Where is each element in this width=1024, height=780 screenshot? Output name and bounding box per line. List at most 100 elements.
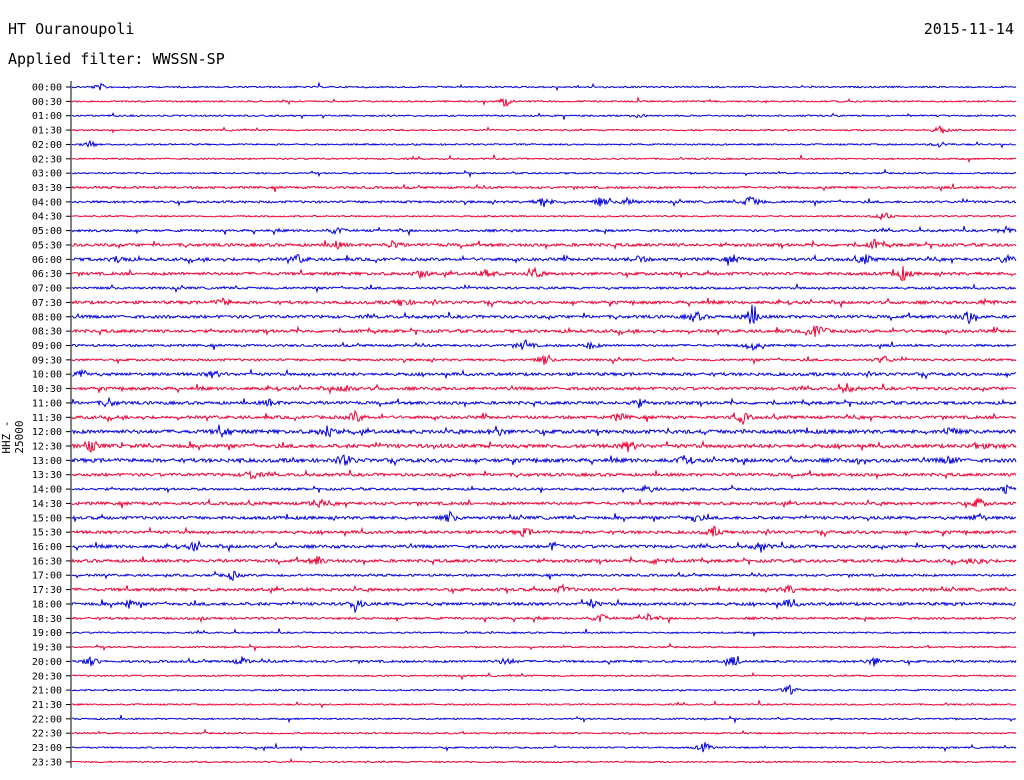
row-time-label: 01:30	[32, 126, 62, 137]
row-time-label: 05:30	[32, 240, 62, 251]
row-time-label: 10:30	[32, 384, 62, 395]
seismic-trace-row-1500	[71, 510, 1017, 523]
seismic-trace-row-1030	[71, 383, 1017, 395]
row-time-label: 08:30	[32, 327, 62, 338]
seismic-trace-row-0200	[71, 139, 1017, 149]
seismic-trace-row-0600	[71, 253, 1017, 266]
seismic-trace-row-0400	[71, 195, 1017, 208]
seismic-trace-row-1830	[71, 611, 1017, 625]
row-time-label: 06:00	[32, 255, 62, 266]
seismic-trace-row-0130	[71, 125, 1017, 134]
row-time-label: 10:00	[32, 370, 62, 381]
seismic-trace-row-0030	[71, 96, 1017, 107]
seismic-trace-row-2100	[71, 684, 1017, 696]
seismic-trace-row-1300	[71, 454, 1017, 467]
row-time-label: 02:30	[32, 154, 62, 165]
row-time-label: 01:00	[32, 111, 62, 122]
row-time-label: 16:30	[32, 556, 62, 567]
row-time-label: 02:00	[32, 140, 62, 151]
row-time-label: 11:30	[32, 413, 62, 424]
seismic-trace-row-0430	[71, 212, 1017, 222]
seismic-trace-row-1630	[71, 555, 1017, 567]
row-time-label: 12:00	[32, 427, 62, 438]
row-time-label: 23:30	[32, 757, 62, 768]
row-time-label: 07:00	[32, 284, 62, 295]
seismic-trace-row-1600	[71, 539, 1017, 553]
seismic-trace-row-0730	[71, 296, 1017, 309]
seismic-trace-row-0900	[71, 339, 1017, 351]
row-time-label: 00:30	[32, 97, 62, 108]
row-time-label: 17:00	[32, 571, 62, 582]
seismic-trace-row-1430	[71, 496, 1017, 509]
row-time-label: 03:00	[32, 169, 62, 180]
seismic-trace-row-1200	[71, 424, 1017, 439]
row-time-label: 22:30	[32, 729, 62, 740]
seismic-trace-row-2230	[71, 728, 1017, 736]
seismic-trace-row-0100	[71, 112, 1017, 120]
seismic-trace-row-2330	[71, 757, 1017, 764]
seismic-trace-row-0530	[71, 238, 1017, 251]
row-time-label: 09:00	[32, 341, 62, 352]
row-time-label: 17:30	[32, 585, 62, 596]
seismic-trace-row-0300	[71, 168, 1017, 179]
seismic-trace-row-0230	[71, 154, 1017, 164]
row-time-label: 14:00	[32, 485, 62, 496]
seismic-trace-row-1330	[72, 469, 1017, 480]
seismic-trace-row-1000	[71, 368, 1017, 380]
seismic-trace-row-0630	[71, 266, 1017, 282]
row-time-label: 13:00	[32, 456, 62, 467]
seismic-trace-row-1530	[71, 525, 1017, 538]
seismic-trace-row-0700	[71, 282, 1017, 294]
row-time-label: 00:00	[32, 83, 62, 94]
seismic-trace-row-2300	[71, 742, 1017, 753]
row-time-label: 18:30	[32, 614, 62, 625]
row-time-label: 22:00	[32, 714, 62, 725]
row-time-label: 18:00	[32, 599, 62, 610]
row-time-label: 14:30	[32, 499, 62, 510]
row-time-label: 12:30	[32, 442, 62, 453]
seismic-trace-row-1700	[71, 570, 1017, 582]
seismic-trace-row-1400	[71, 483, 1017, 495]
filter-label: Applied filter: WWSSN-SP	[8, 50, 225, 68]
row-time-label: 08:00	[32, 312, 62, 323]
row-time-label: 06:30	[32, 269, 62, 280]
row-time-label: 13:30	[32, 470, 62, 481]
record-date: 2015-11-14	[923, 20, 1014, 38]
row-time-label: 21:30	[32, 700, 62, 711]
seismic-trace-row-1900	[71, 628, 1017, 638]
seismic-trace-row-1800	[71, 598, 1017, 614]
row-time-label: 20:00	[32, 657, 62, 668]
row-time-label: 23:00	[32, 743, 62, 754]
seismic-trace-row-1930	[71, 642, 1017, 653]
seismic-trace-row-2200	[71, 714, 1017, 724]
row-time-label: 07:30	[32, 298, 62, 309]
seismic-trace-row-2130	[71, 699, 1017, 709]
seismic-trace-row-0500	[71, 225, 1017, 237]
station-name: HT Ouranoupoli	[8, 20, 135, 38]
row-time-label: 15:30	[32, 528, 62, 539]
seismic-trace-row-1730	[71, 583, 1017, 595]
seismic-trace-row-1100	[71, 396, 1017, 409]
seismic-trace-row-0000	[71, 81, 1017, 92]
seismic-trace-row-0330	[71, 183, 1017, 193]
row-time-label: 20:30	[32, 671, 62, 682]
row-time-label: 19:30	[32, 643, 62, 654]
row-time-label: 19:00	[32, 628, 62, 639]
seismic-trace-row-2030	[71, 671, 1017, 681]
row-time-label: 15:00	[32, 513, 62, 524]
row-time-label: 09:30	[32, 355, 62, 366]
row-time-label: 04:00	[32, 197, 62, 208]
seismic-trace-row-0930	[71, 354, 1017, 366]
row-time-label: 05:00	[32, 226, 62, 237]
seismic-trace-row-1230	[71, 439, 1017, 454]
row-time-label: 11:00	[32, 398, 62, 409]
seismic-trace-row-0800	[71, 304, 1017, 325]
seismic-trace-row-2000	[71, 655, 1017, 668]
row-time-label: 16:00	[32, 542, 62, 553]
row-time-label: 04:30	[32, 212, 62, 223]
row-time-label: 03:30	[32, 183, 62, 194]
row-time-label: 21:00	[32, 686, 62, 697]
seismic-trace-row-1130	[71, 409, 1017, 426]
seismic-trace-row-0830	[71, 325, 1017, 337]
